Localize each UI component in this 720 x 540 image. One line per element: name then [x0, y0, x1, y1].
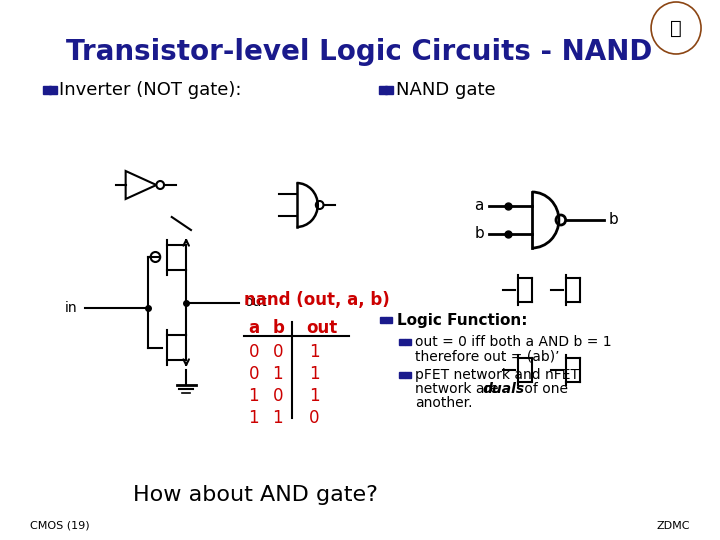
Text: out: out [306, 319, 338, 337]
Text: 1: 1 [273, 365, 283, 383]
Text: 🦌: 🦌 [670, 18, 682, 37]
Text: Inverter (NOT gate):: Inverter (NOT gate): [59, 81, 242, 99]
Text: 0: 0 [309, 409, 320, 427]
Text: b: b [273, 319, 284, 337]
Text: a: a [474, 199, 484, 213]
Text: out: out [244, 295, 266, 309]
Text: pFET network and nFET: pFET network and nFET [415, 368, 579, 382]
Text: in: in [65, 300, 78, 314]
Text: a: a [248, 319, 260, 337]
Text: 1: 1 [248, 387, 259, 405]
Text: b: b [609, 213, 618, 227]
Text: 1: 1 [309, 343, 320, 361]
Text: duals: duals [482, 382, 524, 396]
Text: 0: 0 [248, 343, 259, 361]
Text: NAND gate: NAND gate [395, 81, 495, 99]
Text: How about AND gate?: How about AND gate? [133, 485, 378, 505]
Text: 1: 1 [309, 387, 320, 405]
Text: Logic Function:: Logic Function: [397, 313, 528, 327]
Text: 0: 0 [273, 387, 283, 405]
Text: network are: network are [415, 382, 503, 396]
Text: therefore out = (ab)’: therefore out = (ab)’ [415, 349, 559, 363]
Text: 0: 0 [273, 343, 283, 361]
Text: 1: 1 [309, 365, 320, 383]
Text: CMOS (19): CMOS (19) [30, 521, 89, 531]
Text: another.: another. [415, 396, 472, 410]
Text: out = 0 iff both a AND b = 1: out = 0 iff both a AND b = 1 [415, 335, 611, 349]
Text: nand (out, a, b): nand (out, a, b) [244, 291, 390, 309]
Text: 1: 1 [248, 409, 259, 427]
Text: Transistor-level Logic Circuits - NAND: Transistor-level Logic Circuits - NAND [66, 38, 652, 66]
Text: ZDMC: ZDMC [657, 521, 690, 531]
Text: b: b [474, 226, 484, 241]
Text: of one: of one [521, 382, 569, 396]
Text: 1: 1 [273, 409, 283, 427]
Text: 0: 0 [248, 365, 259, 383]
